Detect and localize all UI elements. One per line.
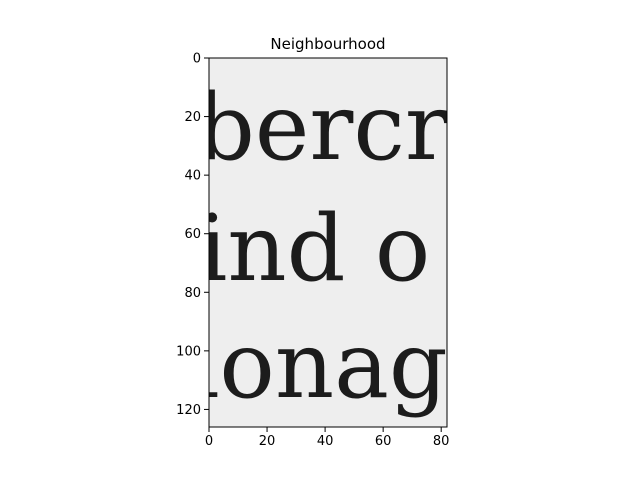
- x-tick-label: 20: [259, 434, 276, 449]
- image-text-line-2: ind o: [198, 195, 430, 302]
- y-tick-label: 0: [193, 52, 201, 67]
- x-tick-label: 80: [433, 434, 450, 449]
- image-content: bercr ind o ionag: [190, 74, 449, 419]
- x-tick-label: 40: [317, 434, 334, 449]
- chart-title: Neighbourhood: [270, 35, 385, 53]
- y-tick-label: 60: [184, 227, 201, 242]
- x-axis: 0 20 40 60 80: [205, 427, 450, 449]
- y-tick-label: 120: [176, 403, 201, 418]
- image-background: [209, 58, 447, 427]
- x-tick-label: 0: [205, 434, 213, 449]
- y-axis: 0 20 40 60 80 100 120: [176, 52, 209, 418]
- x-tick-label: 60: [375, 434, 392, 449]
- image-text-line-1: bercr: [196, 74, 449, 181]
- y-tick-label: 100: [176, 344, 201, 359]
- y-tick-label: 20: [184, 110, 201, 125]
- y-tick-label: 80: [184, 286, 201, 301]
- y-tick-label: 40: [184, 169, 201, 184]
- image-plot-area: bercr ind o ionag: [190, 57, 449, 428]
- image-text-line-3: ionag: [190, 312, 448, 419]
- plot-frame: [208, 57, 448, 428]
